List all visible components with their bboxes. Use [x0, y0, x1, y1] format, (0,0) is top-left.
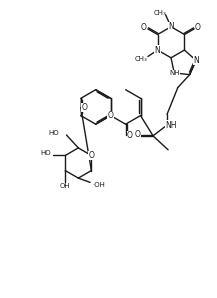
- Text: NH: NH: [169, 70, 179, 76]
- Text: NH: NH: [166, 121, 177, 130]
- Text: CH₃: CH₃: [135, 56, 148, 62]
- Text: O: O: [108, 111, 113, 120]
- Text: ·OH: ·OH: [92, 182, 105, 188]
- Text: CH₃: CH₃: [153, 10, 166, 16]
- Text: O: O: [135, 130, 141, 139]
- Text: O: O: [195, 23, 201, 32]
- Text: N: N: [193, 56, 199, 65]
- Text: HO: HO: [48, 130, 59, 136]
- Text: OH: OH: [60, 183, 71, 189]
- Text: N: N: [155, 46, 160, 55]
- Text: N: N: [168, 22, 174, 31]
- Text: HO: HO: [40, 150, 51, 156]
- Text: O: O: [141, 23, 147, 32]
- Text: O: O: [127, 131, 133, 140]
- Text: O: O: [82, 103, 88, 112]
- Text: O: O: [89, 151, 94, 160]
